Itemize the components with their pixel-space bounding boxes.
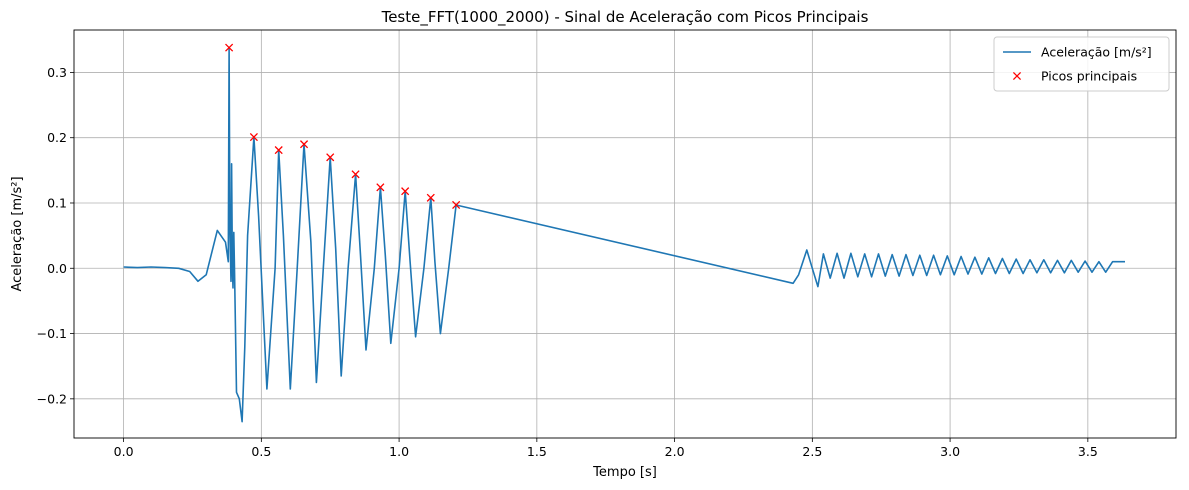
y-tick-label: 0.2 — [47, 130, 67, 145]
y-tick-label: −0.2 — [37, 391, 67, 406]
y-tick-label: −0.1 — [37, 326, 67, 341]
x-tick-label: 1.0 — [389, 444, 409, 459]
y-tick-label: 0.1 — [47, 195, 67, 210]
x-tick-label: 3.5 — [1078, 444, 1098, 459]
x-tick-label: 1.5 — [527, 444, 547, 459]
x-tick-label: 2.5 — [802, 444, 822, 459]
y-axis-title: Aceleração [m/s²] — [10, 176, 25, 291]
plot-frame — [73, 29, 1177, 439]
peak-marker — [351, 170, 360, 179]
legend-label-acceleration: Aceleração [m/s²] — [1041, 45, 1152, 60]
y-axis: −0.2 −0.1 0.0 0.1 0.2 0.3 — [37, 65, 74, 406]
x-axis-title: Tempo [s] — [592, 465, 657, 480]
legend: Aceleração [m/s²] Picos principais — [993, 36, 1170, 92]
legend-box — [993, 36, 1170, 92]
peak-marker — [299, 140, 309, 149]
peak-marker — [225, 43, 234, 52]
peak-marker — [326, 153, 335, 162]
x-tick-label: 2.0 — [665, 444, 685, 459]
peak-marker — [249, 132, 258, 142]
y-tick-label: 0.3 — [47, 65, 67, 80]
legend-marker-swatch — [1012, 71, 1022, 81]
peak-marker — [376, 183, 385, 192]
legend-label-peaks: Picos principais — [1041, 69, 1137, 84]
y-tick-label: 0.0 — [47, 261, 67, 276]
x-tick-label: 0.0 — [114, 444, 134, 459]
peak-marker — [452, 200, 461, 210]
x-tick-label: 3.0 — [940, 444, 960, 459]
series-layer — [123, 43, 1125, 423]
peak-marker — [426, 193, 435, 202]
chart-title: Teste_FFT(1000_2000) - Sinal de Aceleraç… — [381, 8, 869, 27]
grid — [74, 30, 1176, 438]
x-tick-label: 0.5 — [251, 444, 271, 459]
peak-marker — [274, 146, 283, 155]
x-axis: 0.0 0.5 1.0 1.5 2.0 2.5 3.0 3.5 — [114, 438, 1098, 459]
acceleration-line — [123, 46, 1125, 423]
peak-marker — [401, 187, 410, 196]
